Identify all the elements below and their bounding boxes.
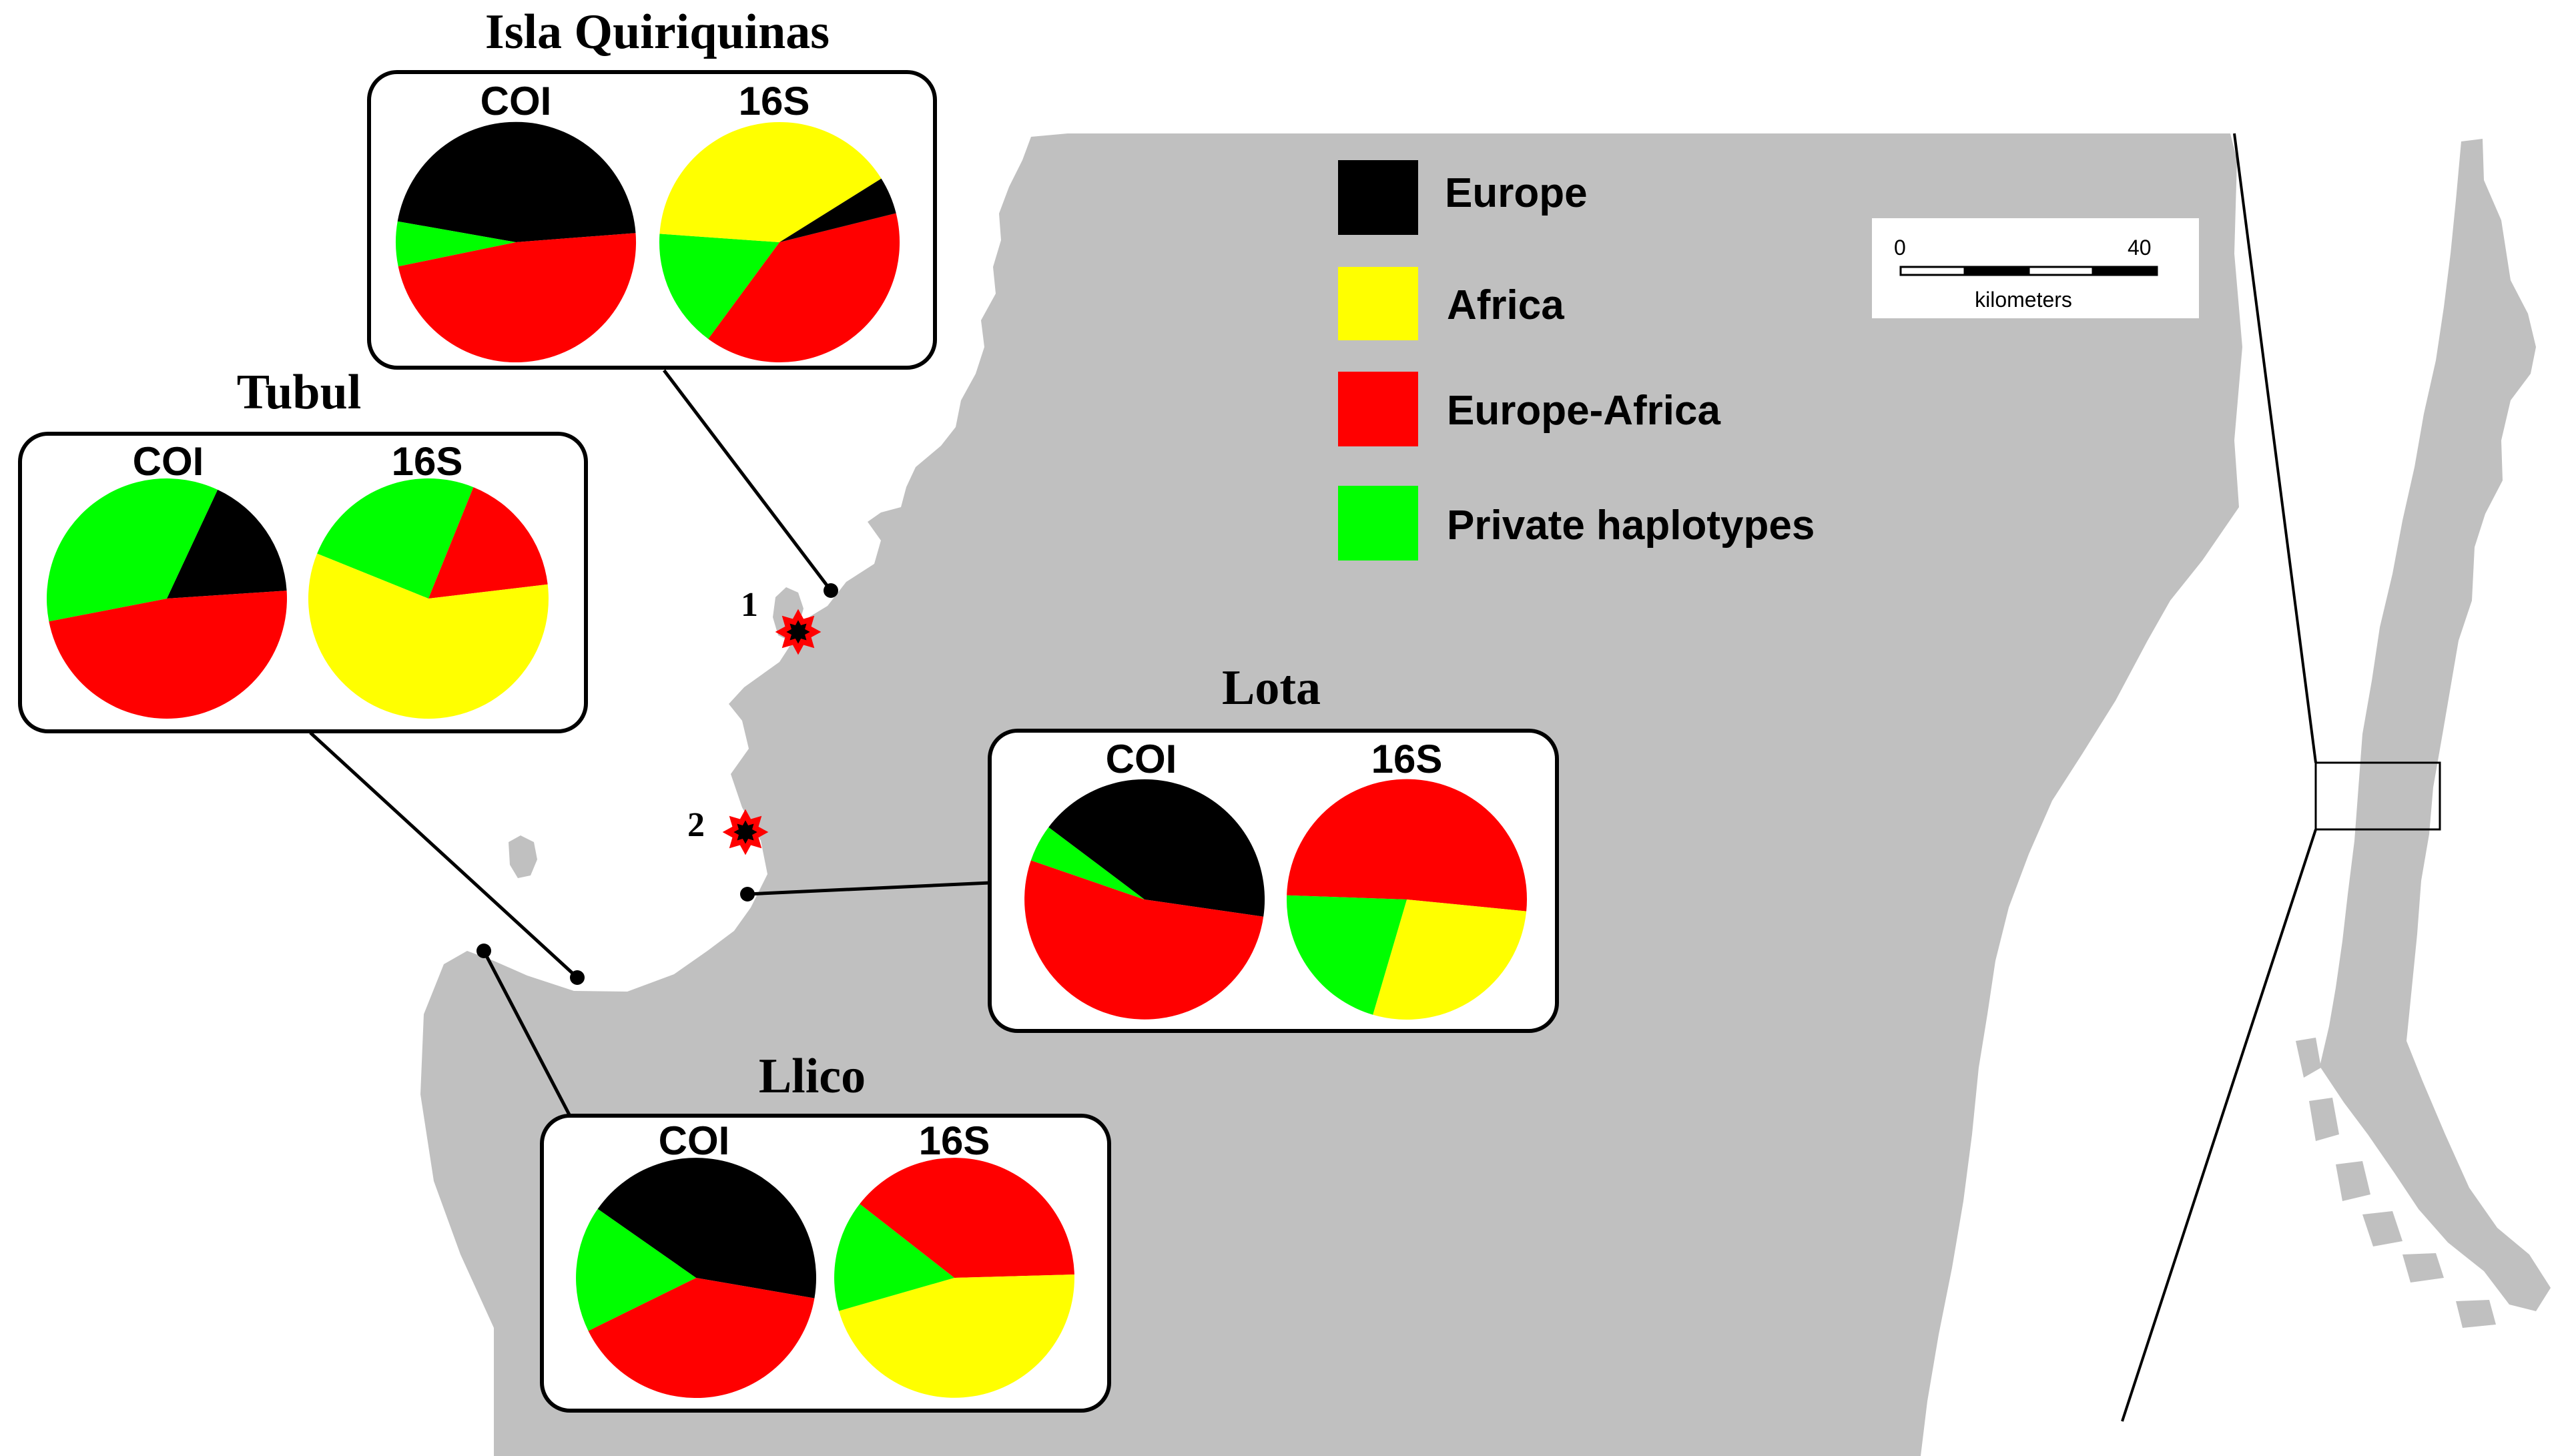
coi-label: COI (659, 1118, 730, 1163)
marker-label-2: 2 (687, 806, 705, 844)
legend-swatch-private (1338, 486, 1418, 561)
small-island (509, 835, 537, 878)
legend-label-private: Private haplotypes (1447, 502, 1815, 549)
fjord-island-3 (2336, 1161, 2370, 1201)
fjord-island-2 (2309, 1098, 2339, 1141)
pie-slice-africa (308, 553, 549, 719)
site-title: Llico (759, 1049, 866, 1104)
site-title: Isla Quiriquinas (485, 5, 830, 59)
pie-slice-europe (597, 1158, 817, 1299)
scale-bar-segment-1 (1899, 266, 1966, 276)
pie-slice-europe-africa (398, 233, 637, 363)
site-panel-tubul: Tubul COI 16S (18, 365, 588, 733)
leader-lines (309, 369, 990, 1122)
chile-country-shape (2320, 139, 2551, 1311)
16s-label: 16S (919, 1118, 990, 1163)
leader-llico (482, 950, 575, 1122)
pie-slice-africa (1373, 899, 1527, 1020)
site-panel-isla-quiriquinas: Isla Quiriquinas COI 16S (367, 5, 937, 370)
legend-label-europe: Europe (1445, 170, 1588, 216)
coi-pie (1024, 779, 1265, 1020)
zoom-line-top (2233, 133, 2317, 763)
leader-tubul (309, 731, 579, 979)
pie-slice-europe (779, 178, 896, 242)
legend-label-europe-africa: Europe-Africa (1447, 388, 1720, 434)
scale-bar-unit: kilometers (1975, 288, 2072, 312)
16s-label: 16S (392, 439, 463, 484)
16s-label: 16S (739, 79, 810, 123)
fjord-island-6 (2456, 1300, 2496, 1328)
chile-inset (2121, 133, 2551, 1422)
pie-slice-europe-africa (588, 1278, 815, 1399)
legend-label-africa: Africa (1447, 282, 1564, 328)
pie-slice-africa (839, 1275, 1074, 1398)
site-dot-tubul (570, 970, 585, 985)
pie-slice-private (317, 478, 474, 599)
16s-pie (659, 121, 900, 363)
16s-label: 16S (1371, 737, 1443, 781)
scale-bar-segment-4 (2092, 266, 2158, 276)
marker-label-1: 1 (741, 586, 758, 624)
fjord-island-4 (2362, 1211, 2402, 1246)
pie-slice-europe-africa (1024, 860, 1264, 1020)
pie-slice-europe (397, 121, 636, 242)
site-dot-quiriquinas (824, 583, 838, 598)
scale-bar: 0 40 kilometers (1872, 218, 2199, 318)
marker-2: 2 (687, 806, 769, 855)
fjord-island-5 (2402, 1253, 2444, 1283)
fjord-island-1 (2296, 1038, 2321, 1078)
16s-pie (308, 478, 549, 719)
legend-swatch-africa (1338, 267, 1418, 340)
pie-slice-europe-africa (860, 1158, 1074, 1278)
pie-slice-private (47, 478, 218, 622)
16s-pie (1286, 779, 1528, 1020)
scale-bar-segment-2 (1963, 266, 2030, 276)
pie-slice-europe-africa (428, 487, 548, 599)
coi-label: COI (1106, 737, 1177, 781)
site-dot-llico (476, 944, 491, 958)
site-dot-lota (740, 887, 755, 901)
coi-pie (576, 1158, 817, 1399)
scale-bar-end: 40 (2128, 236, 2152, 260)
pie-slice-private (834, 1204, 954, 1311)
coi-label: COI (480, 79, 552, 123)
16s-pie (834, 1158, 1074, 1398)
pie-slice-private (395, 221, 516, 267)
star-marker-1 (775, 609, 822, 655)
scale-bar-segment-3 (2027, 266, 2094, 276)
pie-slice-private (1286, 895, 1407, 1015)
site-panel-llico: Llico COI 16S (540, 1049, 1111, 1413)
scale-bar-start: 0 (1894, 236, 1906, 260)
leader-lota (747, 881, 990, 896)
zoom-line-bottom (2121, 829, 2317, 1422)
pie-slice-europe-africa (708, 213, 900, 363)
locator-box (2314, 761, 2441, 831)
legend-swatch-europe-africa (1338, 372, 1418, 446)
legend: Europe Africa Europe-Africa Private hapl… (1338, 160, 1815, 561)
pie-slice-europe-africa (1287, 779, 1528, 912)
pie-slice-europe (167, 489, 287, 599)
coi-label: COI (133, 439, 204, 484)
pie-slice-private (659, 234, 779, 339)
site-panel-lota: Lota COI 16S (988, 661, 1559, 1033)
legend-swatch-europe (1338, 160, 1418, 235)
coi-pie (47, 478, 287, 719)
site-title: Lota (1222, 661, 1321, 715)
marker-1: 1 (741, 586, 822, 655)
pie-slice-private (1030, 827, 1145, 899)
pie-slice-private (576, 1208, 696, 1331)
pie-slice-europe-africa (49, 591, 287, 719)
coi-pie (395, 121, 637, 363)
leader-quiriquinas (663, 369, 832, 592)
pie-slice-europe (1048, 779, 1265, 917)
star-marker-2 (722, 809, 769, 855)
site-title: Tubul (237, 365, 362, 420)
pie-slice-africa (659, 121, 882, 242)
